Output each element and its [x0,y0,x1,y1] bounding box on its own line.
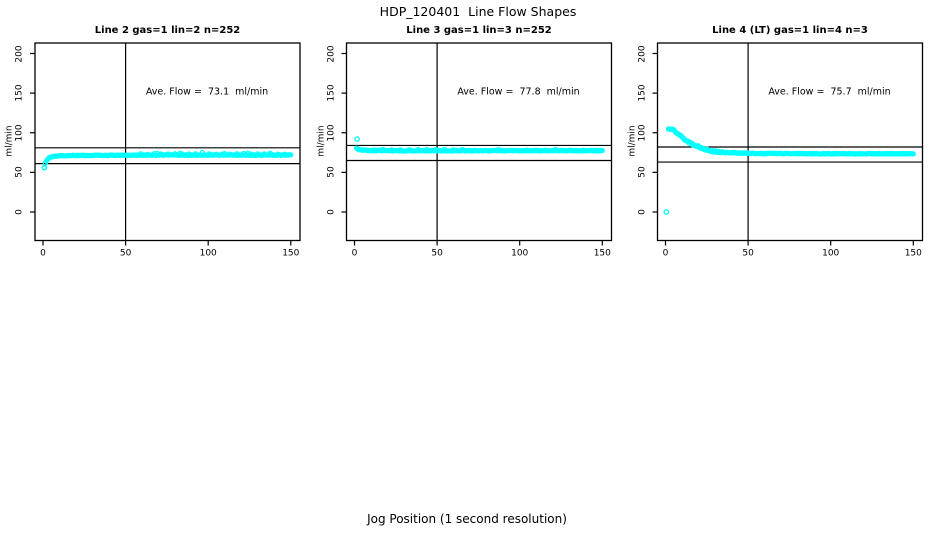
y-tick-label: 150 [637,84,647,102]
ave-flow-annotation: Ave. Flow = 77.8 ml/min [457,85,580,97]
y-tick-label: 100 [326,124,336,142]
ave-flow-annotation: Ave. Flow = 73.1 ml/min [145,85,269,97]
chart-main-title: HDP_120401 Line Flow Shapes [379,3,577,19]
panel-title: Line 4 (LT) gas=1 lin=4 n=3 [712,25,868,36]
x-tick-label: 100 [199,248,217,258]
plot-box [345,42,613,242]
y-tick-label: 0 [637,209,647,215]
x-tick-label: 0 [40,248,46,258]
x-tick-label: 150 [904,248,922,258]
y-tick-label: 200 [637,44,647,63]
y-tick-label: 100 [637,124,647,142]
y-tick-label: 100 [14,124,25,142]
x-tick-label: 0 [351,248,358,258]
y-tick-label: 200 [326,44,336,63]
plot-box [656,42,924,242]
data-point [288,152,294,158]
x-tick-label: 100 [822,248,840,258]
y-axis-name: ml/min [4,125,15,157]
x-axis-label: Jog Position (1 second resolution) [367,512,567,526]
plot-box [34,42,301,242]
y-tick-label: 0 [14,209,25,215]
x-tick-label: 50 [742,248,754,258]
data-point [910,151,916,157]
outlier-data-point [354,136,360,142]
outlier-data-point [663,209,670,215]
x-tick-label: 150 [282,248,300,258]
x-tick-label: 0 [662,248,669,258]
x-tick-label: 50 [119,248,132,258]
y-axis-name: ml/min [627,125,637,157]
panel-title: Line 2 gas=1 lin=2 n=252 [94,25,241,36]
y-tick-label: 200 [14,44,25,63]
y-tick-label: 150 [326,84,336,102]
data-point [599,148,605,154]
outlier-data-point [41,164,48,171]
y-tick-label: 50 [14,166,25,179]
y-axis-name: ml/min [316,125,326,157]
y-tick-label: 50 [637,166,647,179]
y-tick-label: 0 [326,209,336,215]
x-tick-label: 50 [431,248,443,258]
panel-title: Line 3 gas=1 lin=3 n=252 [406,25,552,36]
ave-flow-annotation: Ave. Flow = 75.7 ml/min [768,85,891,97]
y-tick-label: 50 [326,166,336,179]
y-tick-label: 150 [14,84,25,102]
x-tick-label: 150 [593,248,611,258]
x-tick-label: 100 [511,248,529,258]
